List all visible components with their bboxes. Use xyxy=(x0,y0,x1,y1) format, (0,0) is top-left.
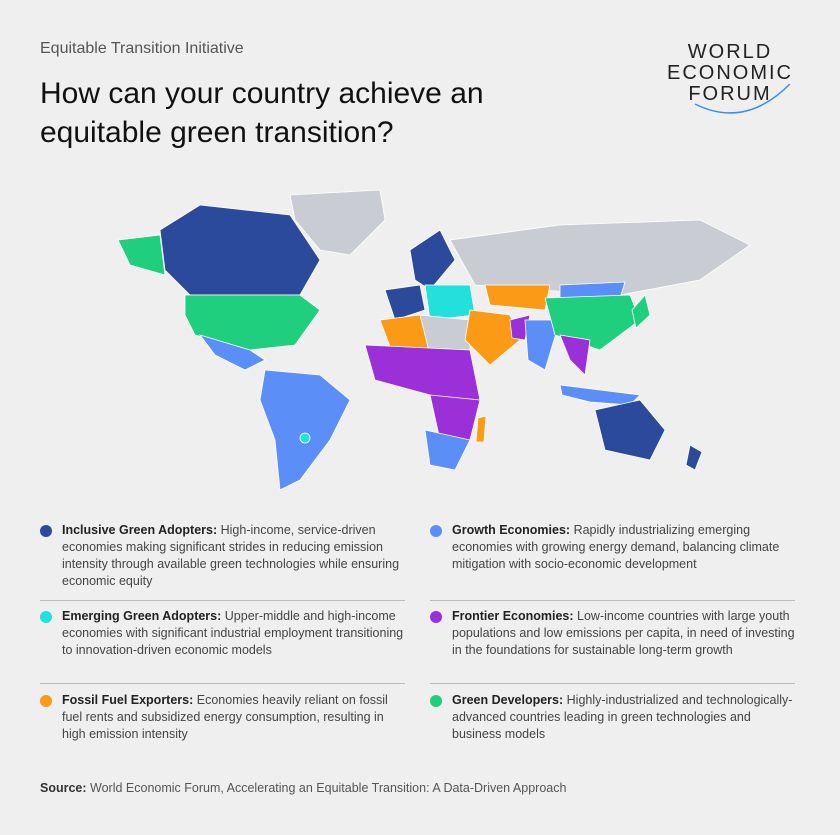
separator xyxy=(40,683,405,684)
logo-line: ECONOMIC xyxy=(667,62,793,84)
logo: WORLD ECONOMIC FORUM xyxy=(655,41,805,114)
legend-text: Upper-middle and high-income economies w… xyxy=(62,609,404,657)
legend-item: Inclusive Green Adopters: High-income, s… xyxy=(40,522,407,590)
separator xyxy=(430,600,795,601)
legend-text: High-income, service-driven economies ma… xyxy=(62,523,400,588)
legend-title: Frontier Economies: xyxy=(452,609,574,623)
legend-title: Fossil Fuel Exporters: xyxy=(62,693,194,707)
legend-title: Inclusive Green Adopters: xyxy=(62,523,218,537)
countries xyxy=(117,189,751,491)
legend-swatch xyxy=(430,695,442,707)
logo-line: WORLD xyxy=(687,41,773,63)
world-map xyxy=(117,189,751,491)
logo-arc xyxy=(694,84,791,114)
legend-swatch xyxy=(40,525,52,537)
legend-item: Frontier Economies: Low-income countries… xyxy=(430,608,797,659)
legend-item: Fossil Fuel Exporters: Economies heavily… xyxy=(40,692,407,743)
legend-item: Green Developers: Highly-industrialized … xyxy=(430,692,797,743)
kicker: Equitable Transition Initiative xyxy=(40,40,244,57)
source-label: Source: xyxy=(40,781,87,795)
legend-text: Low-income countries with large youth po… xyxy=(452,609,795,657)
legend-item: Emerging Green Adopters: Upper-middle an… xyxy=(40,608,407,659)
separator xyxy=(430,683,795,684)
legend-swatch xyxy=(430,611,442,623)
title: How can your country achieve an equitabl… xyxy=(40,77,484,149)
legend-title: Emerging Green Adopters: xyxy=(62,609,222,623)
legend-item: Growth Economies: Rapidly industrializin… xyxy=(430,522,797,573)
legend-text: Highly-industrialized and technologicall… xyxy=(452,693,793,741)
source-text: World Economic Forum, Accelerating an Eq… xyxy=(90,781,567,795)
legend-text: Rapidly industrializing emerging economi… xyxy=(452,523,780,571)
separator xyxy=(40,600,405,601)
logo-line: FORUM xyxy=(688,83,772,105)
legend-title: Growth Economies: xyxy=(452,523,571,537)
legend-swatch xyxy=(40,695,52,707)
source: Source: World Economic Forum, Accelerati… xyxy=(40,781,566,795)
legend-swatch xyxy=(430,525,442,537)
legend-title: Green Developers: xyxy=(452,693,564,707)
legend-text: Economies heavily reliant on fossil fuel… xyxy=(62,693,388,741)
legend-swatch xyxy=(40,611,52,623)
